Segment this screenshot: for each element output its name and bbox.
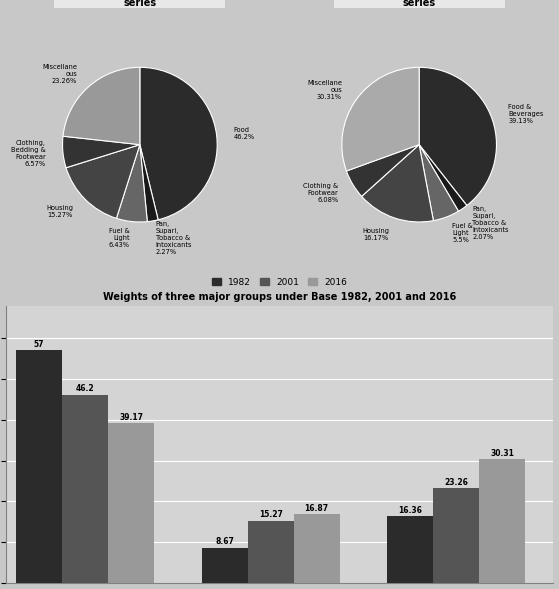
Wedge shape [419,145,458,221]
Wedge shape [419,145,467,211]
Text: 8.67: 8.67 [215,537,234,546]
Text: 15.27: 15.27 [259,510,283,519]
Text: Food &
Beverages
39.13%: Food & Beverages 39.13% [508,104,544,124]
Text: Fuel &
Light
6.43%: Fuel & Light 6.43% [109,229,130,249]
Text: 57: 57 [34,340,44,349]
Text: Pan,
Supari,
Tobacco &
Intoxicants
2.07%: Pan, Supari, Tobacco & Intoxicants 2.07% [472,206,509,240]
Bar [202,548,248,583]
Text: Food
46.2%: Food 46.2% [234,127,255,140]
Bar [433,488,479,583]
Text: 39.17: 39.17 [119,413,143,422]
Bar [62,395,108,583]
Wedge shape [116,145,147,222]
Text: 46.2: 46.2 [76,384,94,393]
Text: Housing
15.27%: Housing 15.27% [46,205,73,218]
Text: 30.31: 30.31 [490,449,514,458]
Wedge shape [63,136,140,168]
Text: Miscellane
ous
30.31%: Miscellane ous 30.31% [307,81,342,101]
Bar [108,423,154,583]
Wedge shape [63,67,140,145]
Bar [248,521,293,583]
Bar [293,514,339,583]
Wedge shape [347,145,419,196]
Wedge shape [140,145,158,221]
Text: 23.26: 23.26 [444,478,468,487]
Wedge shape [66,145,140,219]
Bar [16,350,62,583]
Title: Group-level Weights 2016=100
series: Group-level Weights 2016=100 series [334,0,505,8]
Text: Clothing,
Bedding &
Footwear
6.57%: Clothing, Bedding & Footwear 6.57% [11,140,46,167]
Text: 16.87: 16.87 [305,504,329,512]
Wedge shape [362,145,433,222]
Text: Clothing &
Footwear
6.08%: Clothing & Footwear 6.08% [303,183,338,203]
Text: Fuel &
Light
5.5%: Fuel & Light 5.5% [452,223,473,243]
Wedge shape [419,67,496,206]
Bar [479,459,525,583]
Text: Housing
16.17%: Housing 16.17% [362,227,389,240]
Text: Pan,
Supari,
Tobacco &
Intoxicants
2.27%: Pan, Supari, Tobacco & Intoxicants 2.27% [155,221,192,254]
Title: Group-level Weights 2001=100
series: Group-level Weights 2001=100 series [54,0,225,8]
Text: 16.36: 16.36 [399,506,422,515]
Wedge shape [140,67,217,220]
Wedge shape [342,67,419,171]
Legend: 1982, 2001, 2016: 1982, 2001, 2016 [208,274,351,290]
Bar [387,517,433,583]
Text: Miscellane
ous
23.26%: Miscellane ous 23.26% [42,64,77,84]
Title: Weights of three major groups under Base 1982, 2001 and 2016: Weights of three major groups under Base… [103,292,456,302]
